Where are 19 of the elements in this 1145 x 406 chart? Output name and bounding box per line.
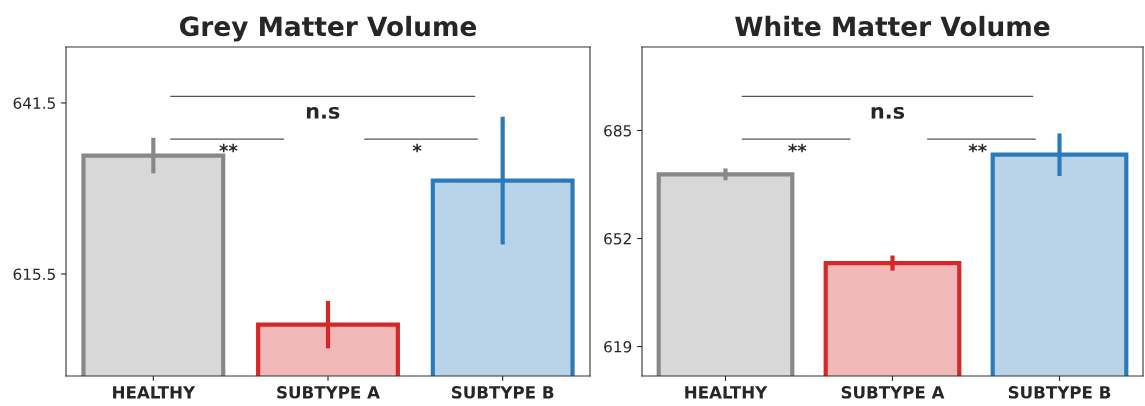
annotation: n.s <box>871 106 905 119</box>
y-tick-label: 652 <box>604 232 631 245</box>
x-tick-label: SUBTYPE B <box>451 386 554 399</box>
annotation: * <box>412 143 422 153</box>
chart-title: Grey Matter Volume <box>179 15 477 42</box>
y-tick-label: 641.5 <box>13 97 55 109</box>
chart-title: White Matter Volume <box>735 15 1050 37</box>
annotation: ** <box>788 143 807 153</box>
y-tick-label: 615.5 <box>13 268 55 281</box>
y-tick-label: 619 <box>604 341 632 353</box>
y-tick-label: 685 <box>604 124 631 137</box>
annotation: ** <box>968 143 987 153</box>
x-tick-label: SUBTYPE A <box>841 386 945 399</box>
x-tick-label: HEALTHY <box>113 386 196 399</box>
x-tick-label: HEALTHY <box>685 386 768 399</box>
annotation: ** <box>219 143 238 153</box>
x-tick-label: SUBTYPE A <box>277 386 380 399</box>
annotation: n.s <box>306 106 340 119</box>
x-tick-label: SUBTYPE B <box>1008 386 1111 399</box>
